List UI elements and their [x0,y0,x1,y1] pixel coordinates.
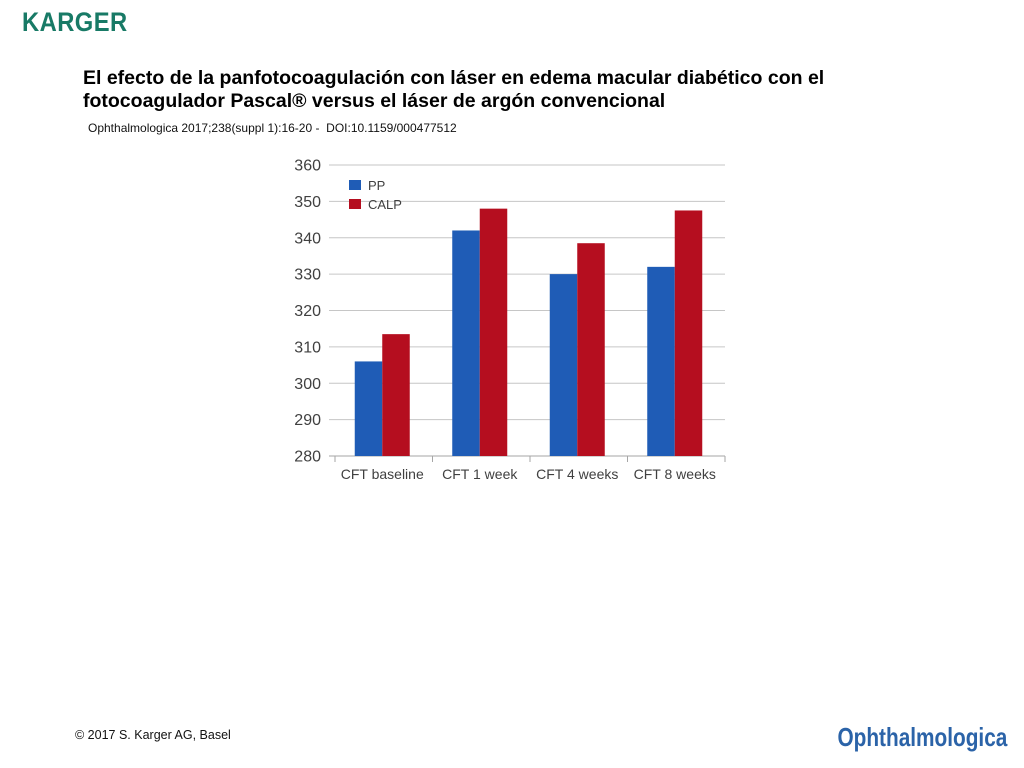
bar-calp-cft-8-weeks [674,210,703,456]
y-tick-label: 300 [294,376,321,393]
legend-swatch-pp [349,180,361,190]
y-tick-label: 280 [294,449,321,466]
bar-pp-cft-8-weeks [647,266,675,456]
x-tick-label: CFT baseline [341,466,424,482]
y-tick-label: 340 [294,230,321,247]
legend-swatch-calp [349,199,361,209]
bar-calp-cft-4-weeks [577,243,605,456]
title-line-2: fotocoagulador Pascal® versus el láser d… [83,90,666,112]
x-tick-label: CFT 8 weeks [634,466,716,482]
legend-label-calp: CALP [368,197,402,212]
y-tick-label: 330 [294,267,321,284]
karger-logo: KARGER [22,7,128,37]
legend-label-pp: PP [368,178,385,193]
bar-calp-cft-baseline [382,334,410,456]
journal-logo: Ophthalmologica [837,722,1007,752]
bar-calp-cft-1-week [479,208,508,456]
bar-pp-cft-1-week [452,230,480,456]
citation: Ophthalmologica 2017;238(suppl 1):16-20 … [88,121,457,135]
y-tick-label: 350 [294,194,321,211]
copyright-notice: © 2017 S. Karger AG, Basel [75,728,231,742]
x-tick-label: CFT 4 weeks [536,466,618,482]
y-tick-label: 310 [294,339,321,356]
y-tick-label: 360 [294,158,321,175]
bar-pp-cft-4-weeks [549,274,578,456]
slide-title: El efecto de la panfotocoagulación con l… [83,67,824,113]
bar-chart: 280 290 300 310 320 330 340 350 360 CFT baseline C… [294,158,726,482]
y-tick-label: 320 [294,303,321,320]
y-tick-label: 290 [294,412,321,429]
title-line-1: El efecto de la panfotocoagulación con l… [83,67,825,89]
bar-pp-cft-baseline [354,361,383,456]
x-tick-label: CFT 1 week [442,466,518,482]
